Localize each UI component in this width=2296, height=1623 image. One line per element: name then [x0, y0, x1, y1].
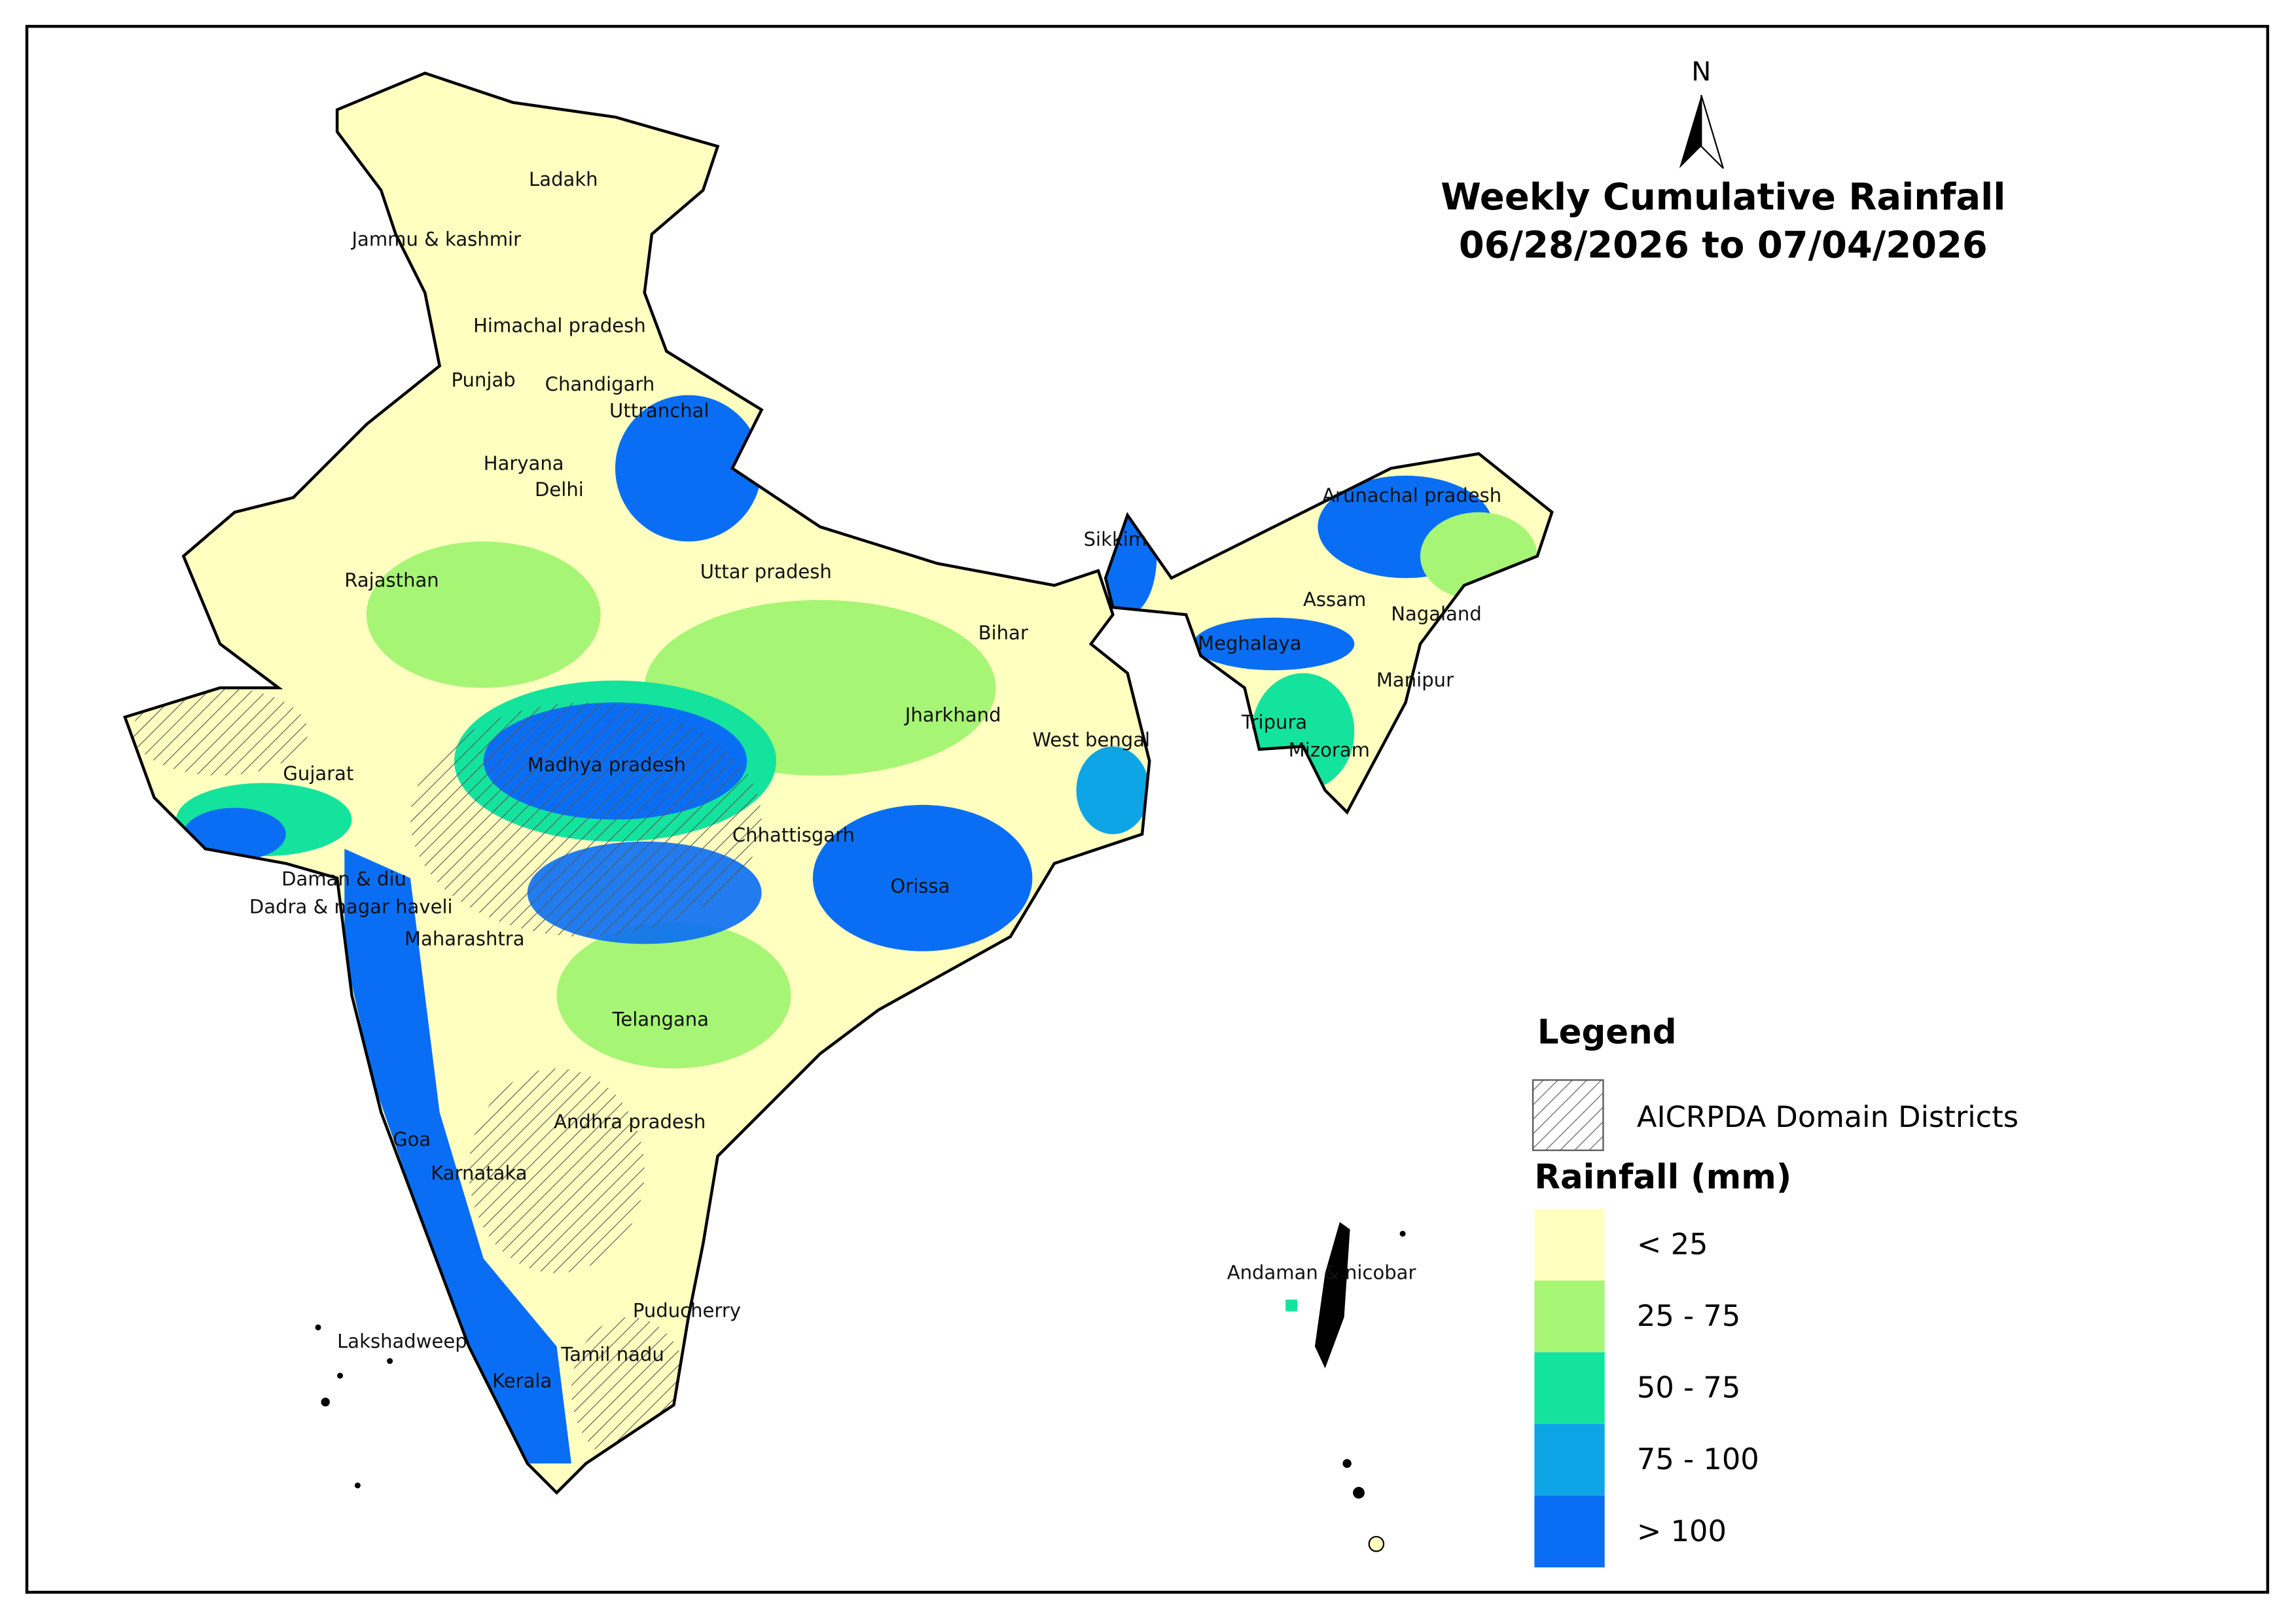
north-label: N	[1691, 57, 1711, 87]
region-label: Uttranchal	[609, 399, 709, 421]
legend-swatch	[1534, 1280, 1605, 1353]
legend-label: AICRPDA Domain Districts	[1637, 1099, 2018, 1134]
region-label: Andaman & nicobar	[1227, 1261, 1416, 1283]
region-label: Chandigarh	[545, 373, 655, 395]
region-label: Lakshadweep	[337, 1330, 467, 1353]
region-label: Tamil nadu	[560, 1344, 664, 1366]
frame	[25, 25, 2269, 1594]
region-label: Jammu & kashmir	[350, 228, 521, 251]
region-label: Uttar pradesh	[700, 560, 832, 582]
region-label: Sikkim	[1084, 528, 1147, 550]
region-label: Delhi	[535, 478, 584, 501]
region-label: Orissa	[890, 875, 950, 897]
legend-class-label: < 25	[1637, 1226, 1708, 1261]
legend-subtitle: Rainfall (mm)	[1534, 1158, 1791, 1197]
region-label: Madhya pradesh	[528, 754, 686, 776]
region-label: Rajasthan	[344, 569, 439, 592]
region-label: Daman & diu	[281, 868, 406, 890]
region-label: West bengal	[1032, 728, 1150, 751]
title: Weekly Cumulative Rainfall	[1441, 176, 2005, 219]
legend-swatch	[1534, 1352, 1605, 1424]
legend-swatch	[1534, 1495, 1605, 1568]
legend-title: Legend	[1537, 1012, 1677, 1052]
region-label: Gujarat	[283, 762, 353, 785]
subtitle: 06/28/2026 to 07/04/2026	[1459, 224, 1988, 267]
region-label: Telangana	[612, 1008, 709, 1031]
region-label: Nagaland	[1391, 603, 1482, 625]
region-label: Himachal pradesh	[473, 315, 646, 337]
legend-class-label: 75 - 100	[1637, 1442, 1759, 1476]
region-label: Puducherry	[633, 1300, 741, 1322]
region-label: Bihar	[978, 622, 1028, 644]
north-arrow: N	[1679, 57, 1724, 169]
legend-class-label: 25 - 75	[1637, 1298, 1740, 1333]
islands	[315, 1222, 1406, 1552]
region-label: Goa	[393, 1128, 431, 1150]
region-label: Andhra pradesh	[554, 1111, 706, 1133]
region-label: Mizoram	[1289, 739, 1370, 761]
legend-classes: < 25 25 - 75 50 - 75 75 - 100 > 100	[1534, 1209, 1759, 1568]
region-label: Meghalaya	[1198, 632, 1302, 654]
region-labels: Ladakh Jammu & kashmir Himachal pradesh Pun…	[249, 168, 1501, 1392]
region-label: Chhattisgarh	[732, 824, 855, 846]
region-label: Haryana	[484, 452, 564, 474]
legend-swatch	[1534, 1423, 1605, 1496]
region-label: Karnataka	[431, 1162, 527, 1184]
legend-class-label: > 100	[1637, 1514, 1727, 1548]
region-label: Manipur	[1376, 669, 1454, 691]
region-label: Assam	[1303, 588, 1366, 611]
region-label: Maharashtra	[404, 928, 525, 950]
region-label: Dadra & nagar haveli	[249, 895, 453, 918]
hatch-swatch	[1532, 1079, 1604, 1151]
region-label: Tripura	[1241, 711, 1307, 734]
legend-class-label: 50 - 75	[1637, 1370, 1740, 1405]
legend-swatch	[1534, 1209, 1605, 1281]
region-label: Punjab	[452, 368, 516, 391]
region-label: Arunachal pradesh	[1322, 484, 1501, 507]
region-label: Kerala	[492, 1370, 552, 1392]
region-label: Ladakh	[529, 168, 598, 190]
region-label: Jharkhand	[904, 704, 1001, 726]
